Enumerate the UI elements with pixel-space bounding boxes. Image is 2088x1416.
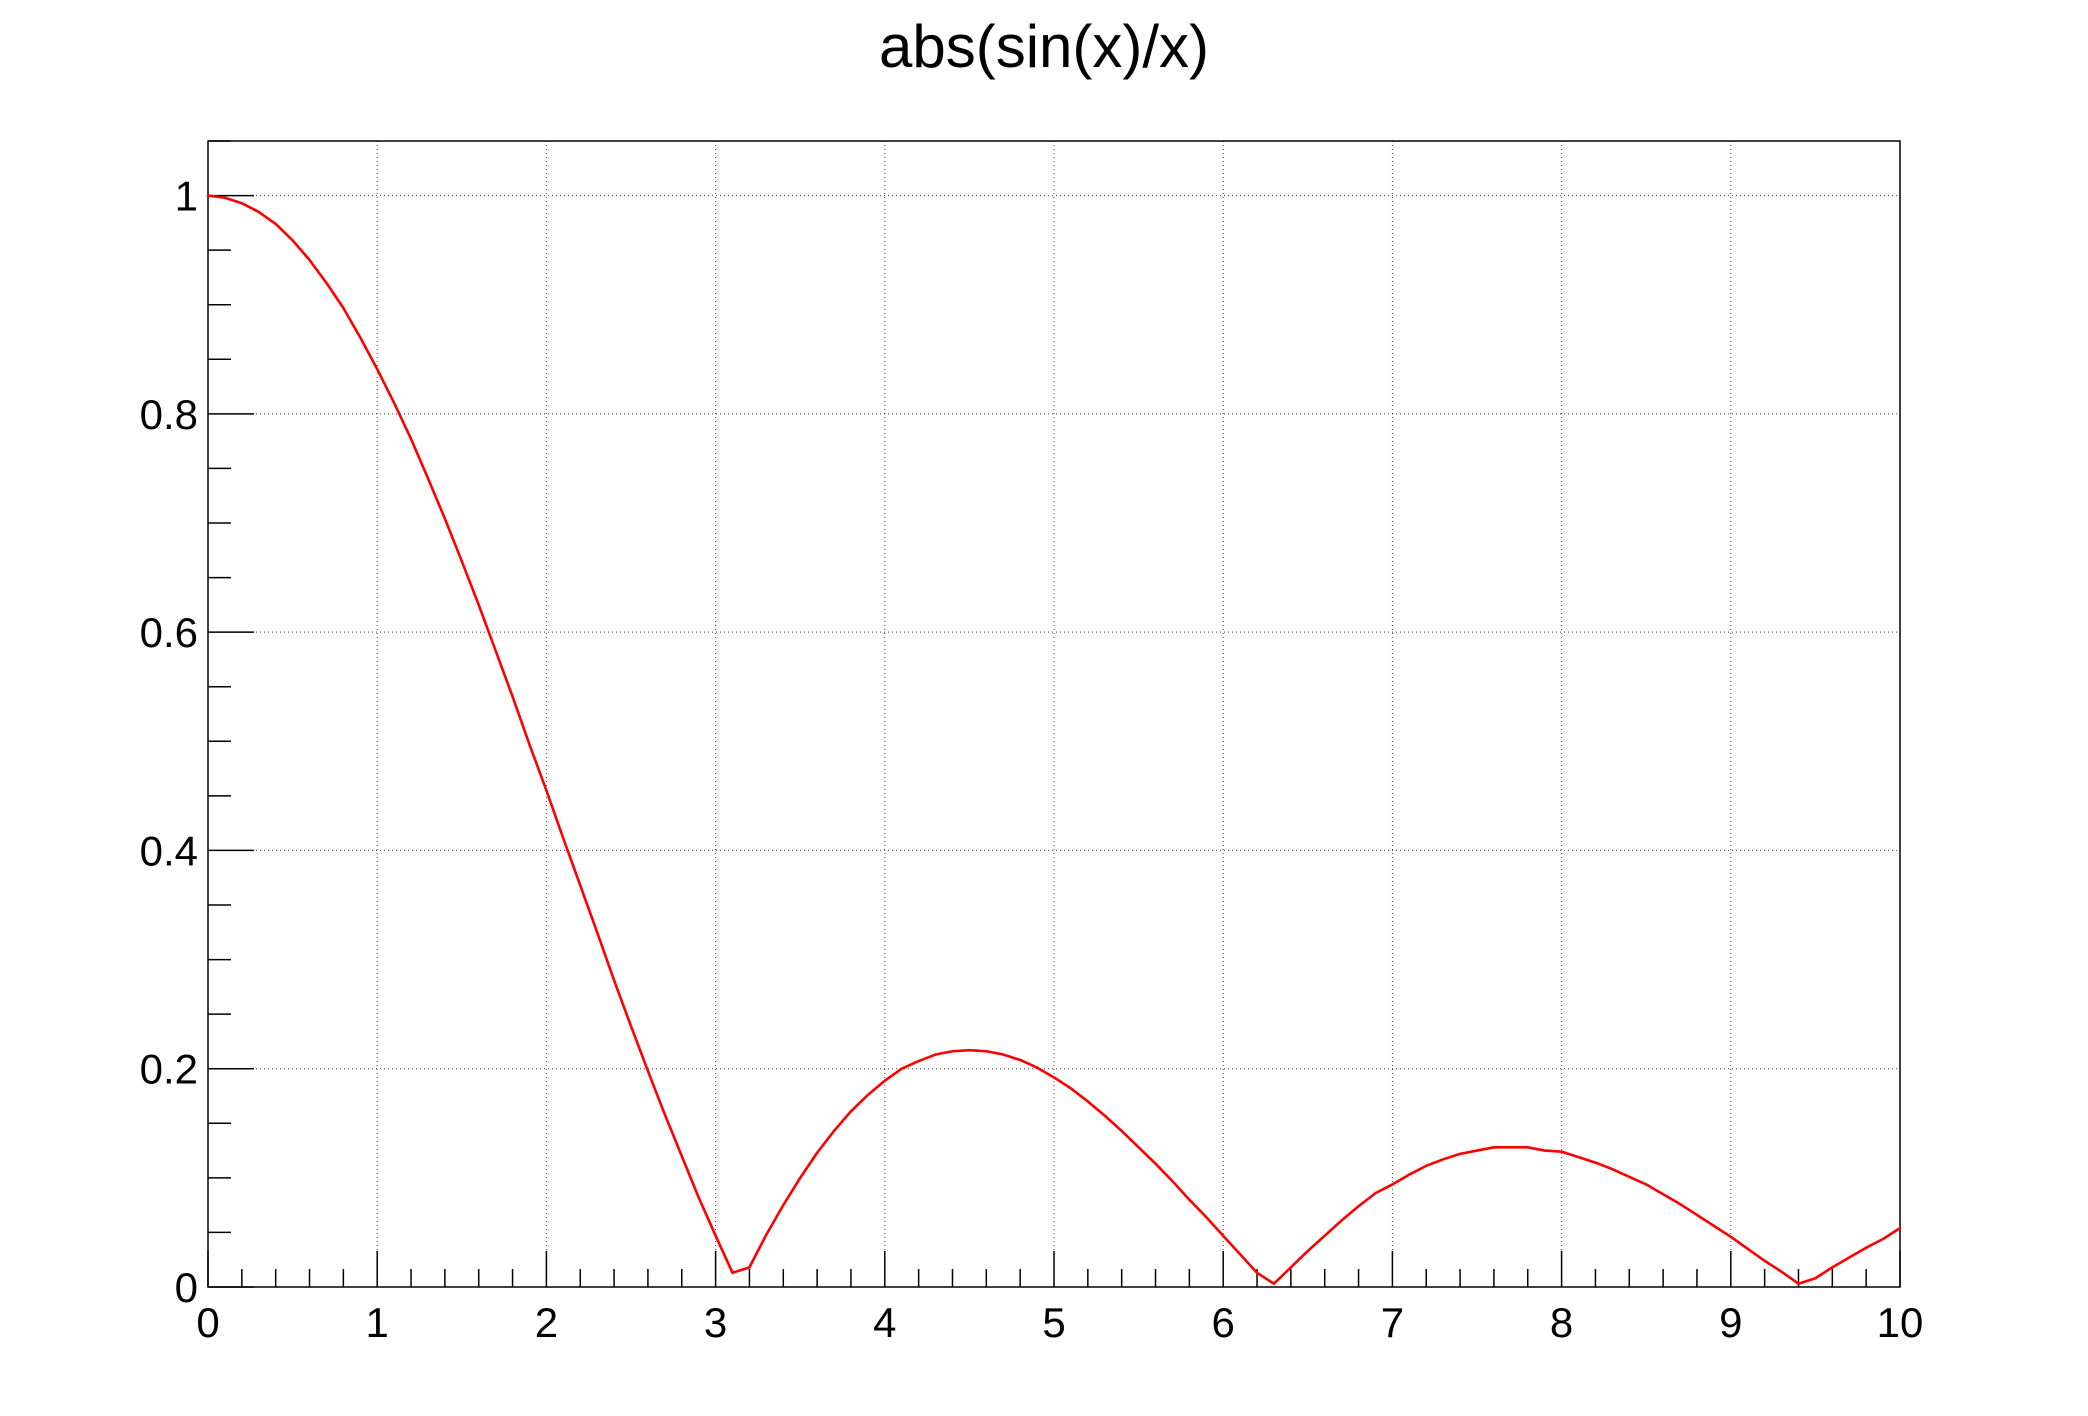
- y-tick-label: 0.6: [140, 609, 198, 656]
- x-tick-label: 2: [535, 1299, 558, 1346]
- x-tick-label: 5: [1042, 1299, 1065, 1346]
- y-tick-label: 0.8: [140, 391, 198, 438]
- x-tick-label: 9: [1719, 1299, 1742, 1346]
- x-tick-label: 4: [873, 1299, 896, 1346]
- chart-title: abs(sin(x)/x): [879, 13, 1209, 80]
- grid: [208, 141, 1900, 1287]
- y-tick-label: 0.2: [140, 1046, 198, 1093]
- series-line: [206, 194, 1902, 1286]
- y-tick-label: 1: [175, 173, 198, 220]
- y-tick-label: 0: [175, 1264, 198, 1311]
- x-tick-label: 1: [366, 1299, 389, 1346]
- x-tick-label: 8: [1550, 1299, 1573, 1346]
- tick-labels: 0 1 2 3 4 5 6 7 8 9 10 0 0.2 0.4 0.6 0.8 1: [140, 173, 1924, 1346]
- x-tick-label: 6: [1212, 1299, 1235, 1346]
- x-tick-label: 7: [1381, 1299, 1404, 1346]
- series-layer: [206, 194, 1902, 1286]
- x-tick-label: 3: [704, 1299, 727, 1346]
- y-tick-label: 0.4: [140, 827, 198, 874]
- x-tick-label: 0: [196, 1299, 219, 1346]
- axis-ticks: [207, 140, 1901, 1288]
- x-tick-label: 10: [1877, 1299, 1924, 1346]
